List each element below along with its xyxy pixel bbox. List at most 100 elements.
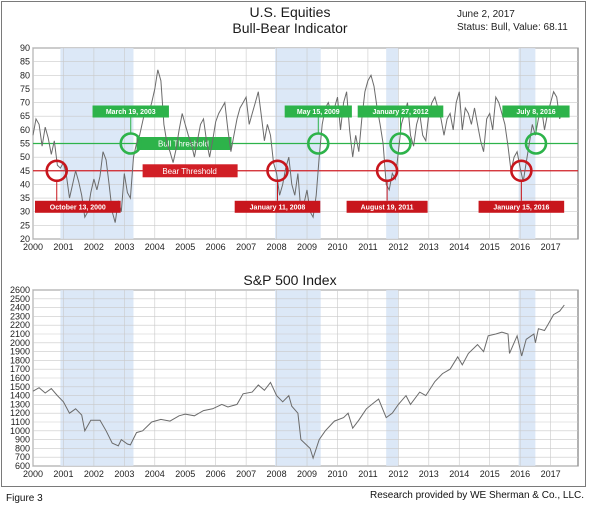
- status-text: Status: Bull, Value: 68.11: [457, 22, 568, 33]
- sp500-x-tick-label: 2014: [449, 469, 469, 479]
- sp500-y-tick-label: 2000: [10, 338, 30, 348]
- bullbear-signal-label-box: [502, 105, 570, 118]
- bullbear-x-tick-label: 2010: [327, 242, 347, 252]
- sp500-x-tick-label: 2016: [510, 469, 530, 479]
- bullbear-signal-label-box: [478, 200, 565, 213]
- sp500-y-tick-label: 1500: [10, 382, 30, 392]
- sp500-x-tick-label: 2015: [480, 469, 500, 479]
- bullbear-x-tick-label: 2000: [23, 242, 43, 252]
- bullbear-y-tick-label: 60: [20, 125, 30, 135]
- sp500-plot: 6007008009001000110012001300140015001600…: [10, 285, 579, 479]
- bullbear-x-tick-label: 2009: [297, 242, 317, 252]
- sp500-y-tick-label: 1800: [10, 355, 30, 365]
- bullbear-threshold-label: Bull Threshold: [158, 140, 209, 149]
- bullbear-y-tick-label: 25: [20, 220, 30, 230]
- bullbear-x-tick-label: 2008: [267, 242, 287, 252]
- bullbear-x-tick-label: 2017: [541, 242, 561, 252]
- bullbear-x-tick-label: 2002: [84, 242, 104, 252]
- bullbear-y-tick-label: 50: [20, 152, 30, 162]
- sp500-y-tick-label: 1900: [10, 347, 30, 357]
- sp500-x-tick-label: 2013: [419, 469, 439, 479]
- bullbear-y-tick-label: 45: [20, 166, 30, 176]
- sp500-y-tick-label: 1700: [10, 364, 30, 374]
- bullbear-signal-label: May 15, 2009: [297, 109, 340, 116]
- sp500-x-tick-label: 2006: [206, 469, 226, 479]
- bullbear-signal-label: July 8, 2016: [516, 109, 555, 116]
- sp500-y-tick-label: 1400: [10, 391, 30, 401]
- sp500-x-tick-label: 2003: [114, 469, 134, 479]
- bullbear-signal-label-box: [357, 105, 444, 118]
- chart1-title: U.S. Equities: [250, 4, 331, 20]
- bullbear-x-tick-label: 2006: [206, 242, 226, 252]
- bullbear-signal-label-box: [35, 200, 121, 213]
- bullbear-x-tick-label: 2004: [145, 242, 165, 252]
- bullbear-x-tick-label: 2016: [510, 242, 530, 252]
- sp500-x-tick-label: 2007: [236, 469, 256, 479]
- sp500-y-tick-label: 1000: [10, 426, 30, 436]
- bullbear-y-tick-label: 90: [20, 43, 30, 53]
- bullbear-signal-label: January 11, 2008: [250, 204, 306, 211]
- sp500-x-tick-label: 2001: [53, 469, 73, 479]
- bullbear-y-tick-label: 65: [20, 111, 30, 121]
- bullbear-signal-label: October 13, 2000: [50, 204, 106, 211]
- bullbear-y-tick-label: 85: [20, 57, 30, 67]
- sp500-y-tick-label: 2600: [10, 285, 30, 295]
- bullbear-y-tick-label: 35: [20, 193, 30, 203]
- credit-text: Research provided by WE Sherman & Co., L…: [370, 490, 584, 501]
- bullbear-signal-label: March 19, 2003: [106, 109, 156, 116]
- bullbear-y-tick-label: 30: [20, 207, 30, 217]
- bullbear-x-tick-label: 2014: [449, 242, 469, 252]
- chart1-subtitle: Bull-Bear Indicator: [232, 20, 348, 36]
- chart2-title: S&P 500 Index: [243, 272, 336, 288]
- status-date: June 2, 2017: [457, 9, 515, 20]
- bullbear-signal-label-box: [284, 105, 352, 118]
- sp500-x-tick-label: 2002: [84, 469, 104, 479]
- bullbear-signal-label-box: [92, 105, 169, 118]
- bullbear-y-tick-label: 75: [20, 84, 30, 94]
- sp500-y-tick-label: 1100: [11, 417, 30, 427]
- sp500-y-tick-label: 2400: [10, 303, 30, 313]
- sp500-y-tick-label: 1600: [10, 373, 30, 383]
- bullbear-series-line: [32, 69, 565, 223]
- bullbear-threshold-label-box: [142, 164, 238, 178]
- sp500-x-tick-label: 2004: [145, 469, 165, 479]
- bullbear-x-tick-label: 2005: [175, 242, 195, 252]
- sp500-x-tick-label: 2012: [388, 469, 408, 479]
- sp500-y-tick-label: 700: [15, 452, 30, 462]
- bullbear-x-tick-label: 2012: [388, 242, 408, 252]
- sp500-y-tick-label: 2300: [10, 311, 30, 321]
- bullbear-signal-label: August 19, 2011: [361, 204, 414, 211]
- sp500-x-tick-label: 2017: [541, 469, 561, 479]
- sp500-y-tick-label: 2200: [10, 320, 30, 330]
- bullbear-y-tick-label: 40: [20, 179, 30, 189]
- sp500-x-tick-label: 2010: [327, 469, 347, 479]
- sp500-x-tick-label: 2005: [175, 469, 195, 479]
- sp500-x-tick-label: 2000: [23, 469, 43, 479]
- sp500-y-tick-label: 1200: [10, 408, 30, 418]
- bullbear-x-tick-label: 2011: [358, 242, 377, 252]
- sp500-x-tick-label: 2008: [267, 469, 287, 479]
- bullbear-signal-label-box: [346, 200, 428, 213]
- bullbear-signal-label: January 27, 2012: [372, 109, 428, 116]
- sp500-y-tick-label: 600: [15, 461, 30, 471]
- sp500-y-tick-label: 900: [15, 435, 30, 445]
- sp500-y-tick-label: 1300: [10, 399, 30, 409]
- bullbear-x-tick-label: 2015: [480, 242, 500, 252]
- bullbear-signal-label-box: [234, 200, 321, 213]
- sp500-series-line: [32, 304, 565, 460]
- bullbear-x-tick-label: 2003: [114, 242, 134, 252]
- figure-caption: Figure 3: [6, 493, 43, 504]
- sp500-y-tick-label: 800: [15, 443, 30, 453]
- bullbear-signal-label: January 15, 2016: [493, 204, 549, 211]
- sp500-x-tick-label: 2009: [297, 469, 317, 479]
- sp500-y-tick-label: 2100: [10, 329, 30, 339]
- sp500-x-tick-label: 2011: [358, 469, 377, 479]
- bull-bear-plot: 20 25 30 35 40 45 50 55 60 65 70 75 80 85 90 2000 2001 20…: [20, 43, 579, 252]
- bullbear-y-tick-label: 80: [20, 70, 30, 80]
- bullbear-y-tick-label: 55: [20, 139, 30, 149]
- bullbear-threshold-label: Bear Threshold: [162, 167, 217, 176]
- bullbear-y-tick-label: 20: [20, 234, 30, 244]
- bullbear-y-tick-label: 70: [20, 98, 30, 108]
- bullbear-x-tick-label: 2001: [53, 242, 73, 252]
